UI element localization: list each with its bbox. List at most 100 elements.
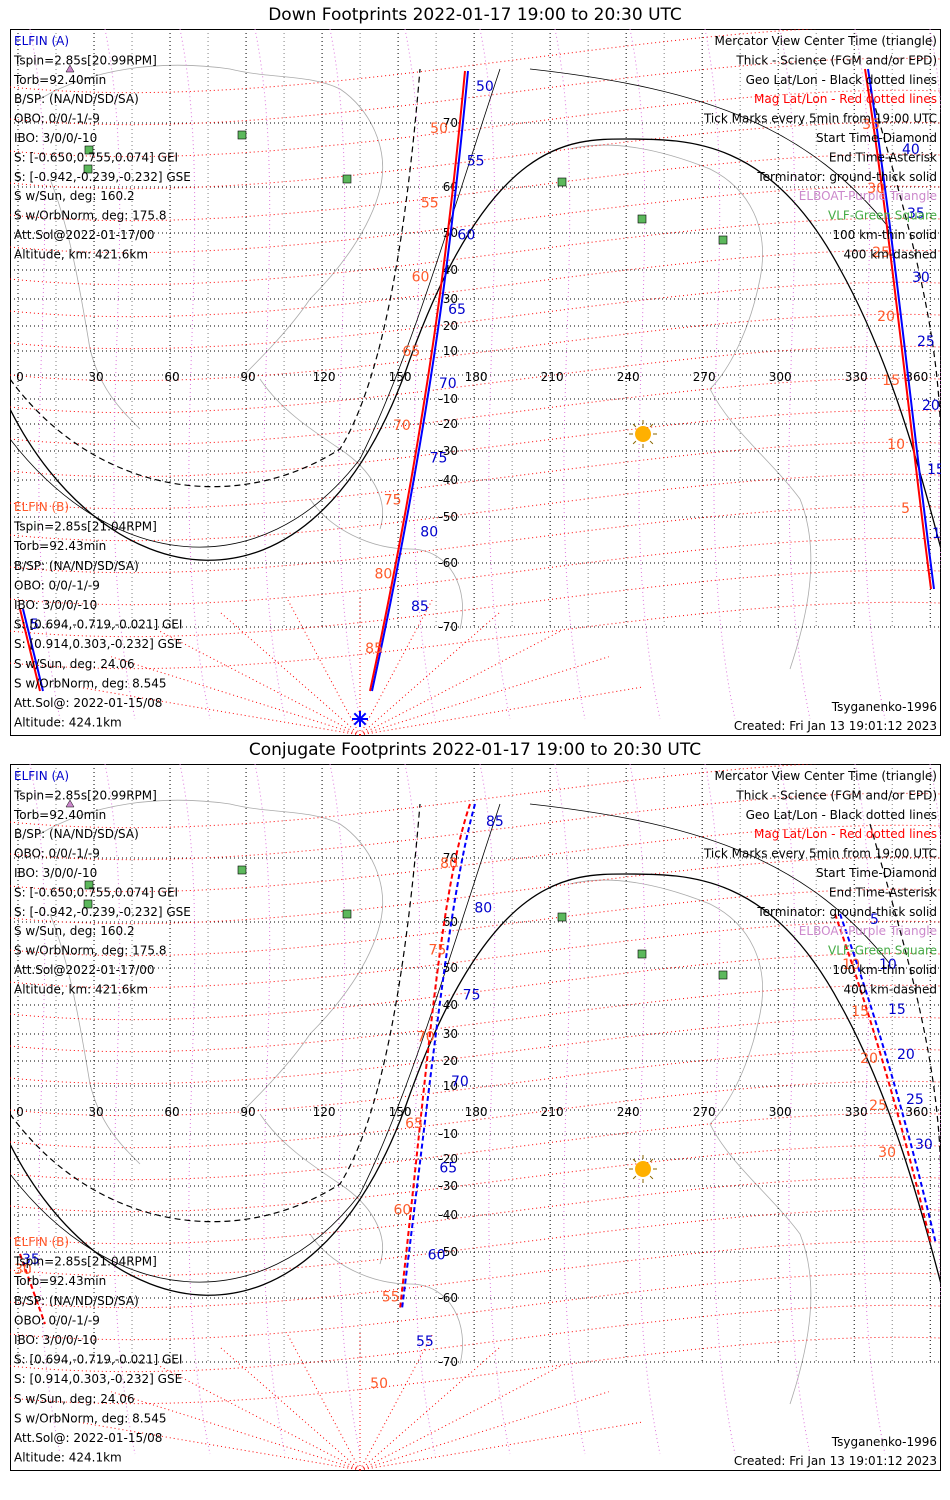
elfin-b-info-line: S: [0.914,0.303,-0.232] GSE — [14, 1372, 182, 1386]
mag-latitude-line — [10, 1144, 941, 1213]
polar-fan — [78, 595, 642, 736]
elfin-b-tick-label: 50 — [370, 1376, 388, 1392]
mag-latitude-line — [10, 952, 941, 1021]
tracks-layer — [19, 68, 935, 692]
elfin-a-tick-label: 85 — [486, 814, 504, 830]
legend-item: Tick Marks every 5min from 19:00 UTC — [703, 847, 937, 861]
elfin-b-tick-label: 30 — [867, 181, 885, 197]
elfin-b-title: ELFIN (B) — [14, 1235, 69, 1249]
map-frame — [10, 29, 941, 736]
lon-label: 30 — [88, 370, 103, 384]
elfin-a-tick-label: 30 — [912, 270, 930, 286]
mag-latitude-line — [10, 1304, 941, 1373]
elfin-a-title: ELFIN (A) — [14, 769, 69, 783]
geo-grid — [10, 764, 941, 1364]
panel-title-down: Down Footprints 2022-01-17 19:00 to 20:3… — [268, 5, 682, 25]
lat-label: 20 — [443, 1054, 458, 1068]
elfin-b-title: ELFIN (B) — [14, 500, 69, 514]
terminator-100km — [10, 803, 501, 1283]
elfin-a-info-line: B/SP: (NA/ND/SD/SA) — [14, 92, 139, 106]
legend-item: 100 km-thin solid — [832, 228, 937, 242]
mag-longitude-line — [179, 764, 211, 1455]
elfin-b-info: ELFIN (B) Tspin=2.85s[21.04RPM] Torb=92.43… — [13, 500, 182, 730]
mag-longitude-line — [29, 29, 61, 720]
terminator-100km-right — [529, 68, 891, 230]
sun-disc — [635, 1161, 651, 1177]
mag-longitude-line — [104, 764, 136, 1455]
mag-latitude-line — [10, 313, 941, 382]
sun-icon — [629, 1155, 657, 1183]
mag-longitude-line — [629, 764, 661, 1455]
lat-label: 30 — [443, 292, 458, 306]
mag-longitude-line — [704, 764, 736, 1455]
elfin-b-info: ELFIN (B) Tspin=2.85s[21.04RPM] Torb=92.43… — [13, 1235, 182, 1465]
polar-fan-line — [159, 630, 361, 736]
lat-label: -20 — [438, 417, 458, 431]
mag-latitude-line — [10, 920, 941, 989]
legend-item: VLF-Green Square — [828, 944, 937, 958]
mag-latitude-line — [10, 441, 941, 510]
mag-latitude-line — [10, 89, 941, 158]
legend: Mercator View Center Time (triangle) Thic… — [703, 769, 937, 996]
lon-label: 330 — [845, 1105, 868, 1119]
lon-label: 0 — [16, 370, 24, 384]
elfin-a-tick-label: 70 — [451, 1074, 469, 1090]
mag-latitude-line — [10, 1336, 941, 1405]
sun-icon — [629, 420, 657, 448]
elfin-a-tick-label: 60 — [457, 228, 475, 244]
lon-label: 360 — [905, 1105, 928, 1119]
elfin-a-tick-label: 80 — [420, 525, 438, 541]
mag-latitude-line — [10, 377, 941, 446]
legend-item: End Time-Asterisk — [829, 885, 937, 899]
elfin-a-tick-label: 30 — [915, 1137, 933, 1153]
mag-latitude-line — [10, 505, 941, 574]
mag-grid — [10, 29, 941, 720]
coastline — [49, 913, 141, 1165]
mag-latitude-line — [10, 345, 941, 414]
created-timestamp: Created: Fri Jan 13 19:01:12 2023 — [734, 719, 937, 733]
coastline-layer — [39, 64, 812, 670]
elfin-a-info-line: S: [-0.942,-0.239,-0.232] GSE — [14, 905, 191, 919]
legend-item: 400 km-dashed — [843, 247, 937, 261]
mag-longitude-line — [404, 29, 436, 720]
elfin-b-tick-label: 10 — [887, 437, 905, 453]
model-label: Tsyganenko-1996 — [831, 1435, 937, 1449]
elfin-b-tick-label: 10 — [842, 957, 860, 973]
coastline — [709, 388, 812, 670]
terminator-400km — [10, 68, 421, 488]
elfin-a-tick-label: 60 — [428, 1247, 446, 1263]
elfin-b-tick-label: 85 — [365, 641, 383, 657]
elfin-b-info-line: B/SP: (NA/ND/SD/SA) — [14, 559, 139, 573]
elfin-a-info-line: S w/OrbNorm, deg: 175.8 — [14, 209, 166, 223]
elfin-a-tick-label: 55 — [416, 1334, 434, 1350]
legend-item: Thick - Science (FGM and/or EPD) — [735, 788, 937, 802]
lon-label: 330 — [845, 370, 868, 384]
polar-fan-line — [359, 630, 561, 736]
vlf-square-icon — [83, 164, 93, 174]
track-tick-labels: 5050555560606565707075758080858540353025… — [30, 79, 941, 657]
legend-item: Terminator: ground-thick solid — [756, 170, 937, 184]
legend-item: End Time-Asterisk — [829, 150, 937, 164]
lat-label: 10 — [443, 344, 458, 358]
sun-ray — [632, 423, 637, 428]
vlf-square-icon — [718, 970, 728, 980]
sun-ray — [632, 1158, 637, 1163]
terminator-ground — [10, 138, 941, 561]
polar-fan-line — [218, 1346, 361, 1471]
lat-label: -50 — [438, 1245, 458, 1259]
mag-longitude-line — [704, 29, 736, 720]
elfin-b-tick-label: 20 — [860, 1051, 878, 1067]
elboat-triangle-icon — [65, 799, 75, 808]
mag-latitude-line — [10, 601, 941, 670]
mag-longitude-line — [254, 29, 286, 720]
elfin-b-tick-label: 55 — [421, 195, 439, 211]
panel-title-conjugate: Conjugate Footprints 2022-01-17 19:00 to… — [248, 740, 702, 760]
elfin-a-info-line: S w/Sun, deg: 160.2 — [14, 189, 135, 203]
elfin-a-tick-label: 70 — [439, 376, 457, 392]
elfin-a-tick-label: 20 — [897, 1047, 915, 1063]
lon-label: 300 — [769, 1105, 792, 1119]
mag-longitude-line — [29, 764, 61, 1455]
down-footprints-map: 0 30 60 90 120 150 180 210 240 270 300 330 360 70 60 50… — [10, 29, 941, 736]
mag-longitude-line — [329, 764, 361, 1455]
polar-fan-line — [359, 1346, 502, 1471]
